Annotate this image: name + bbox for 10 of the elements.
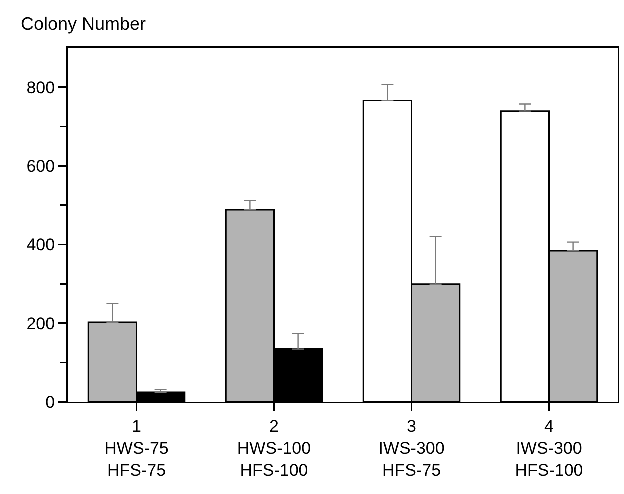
y-tick-label: 600: [26, 156, 56, 176]
x-tick-label: 2 HWS-100 HFS-100: [237, 416, 312, 480]
y-tick-label: 0: [46, 392, 56, 412]
x-tick-label: 3 IWS-300 HFS-75: [378, 416, 445, 480]
y-tick-label: 200: [26, 314, 56, 334]
y-tick-label: 400: [26, 236, 56, 255]
x-tick-label: 4 IWS-300 HFS-100: [515, 416, 584, 480]
y-tick-label: 800: [26, 78, 56, 98]
y-axis-title: Colony Number: [21, 14, 146, 34]
x-tick-label: 1 HWS-75 HFS-75: [104, 416, 169, 480]
